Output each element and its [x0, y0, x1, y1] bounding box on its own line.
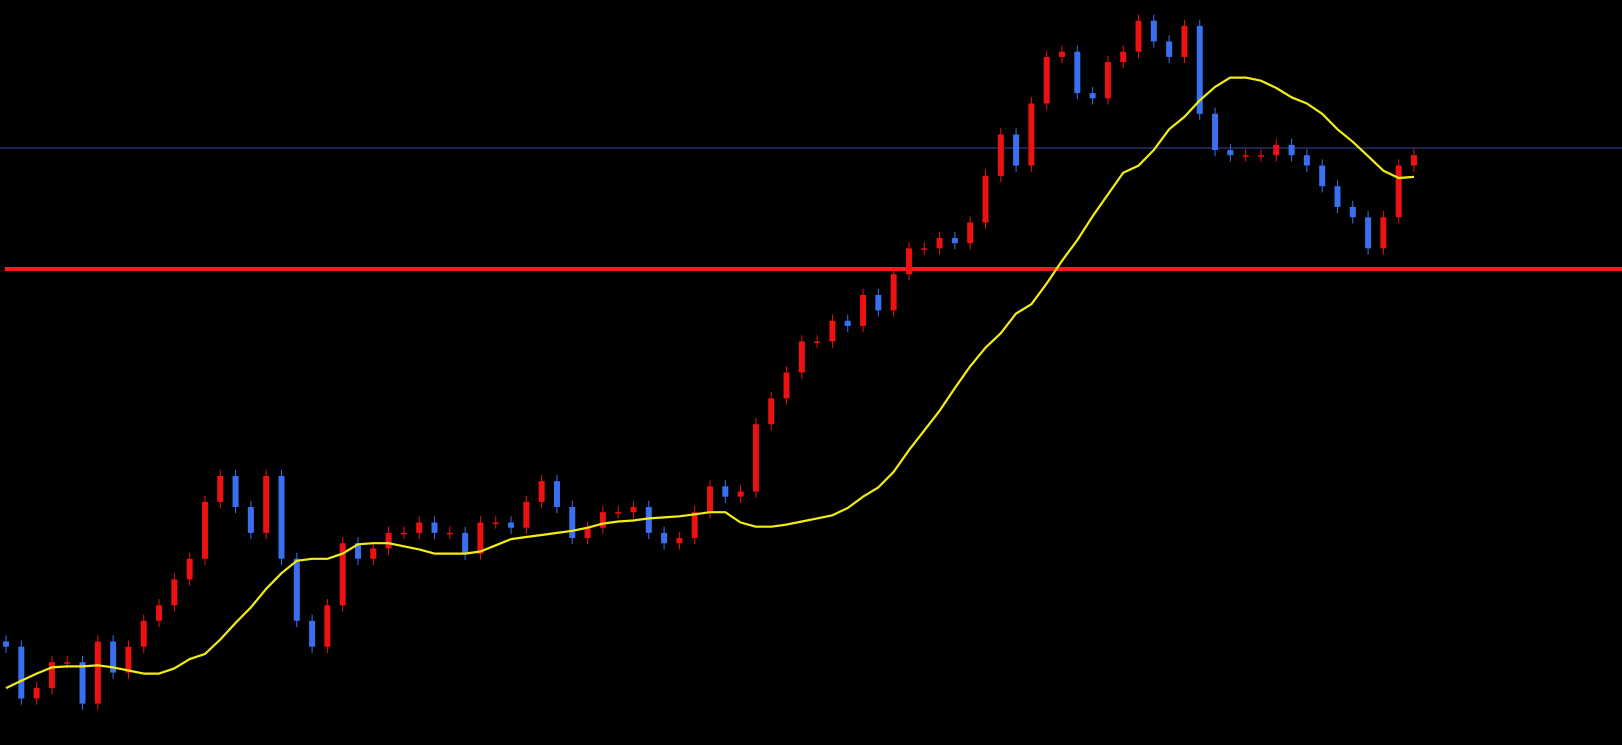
candle-body [752, 424, 759, 492]
candle-body [599, 512, 606, 528]
candle-body [263, 475, 270, 533]
candle-body [1227, 150, 1234, 156]
candle-body [247, 507, 254, 533]
candle-body [1150, 20, 1157, 42]
candle-body [951, 237, 958, 244]
candle-body [630, 507, 637, 513]
candle-body [64, 662, 71, 664]
candle-body [33, 688, 40, 699]
candle-body [431, 522, 438, 533]
candle-body [1319, 165, 1326, 187]
candle-body [615, 512, 622, 514]
candle-body [3, 641, 9, 647]
candle-body [1043, 56, 1050, 104]
candle-body [1288, 144, 1295, 156]
candle-body [293, 558, 300, 621]
candle-body [232, 475, 239, 508]
candle-body [737, 491, 744, 497]
candle-body [645, 507, 652, 533]
candle-body [844, 320, 851, 326]
candle-body [936, 237, 943, 249]
candle-body [48, 662, 55, 689]
candle-body [1334, 186, 1341, 207]
candle-body [1273, 144, 1280, 156]
candle-body [278, 475, 285, 559]
candle-body [569, 507, 576, 539]
candle-body [446, 532, 453, 535]
candle-body [860, 294, 867, 326]
candle-body [1380, 217, 1387, 249]
candle-body [324, 605, 331, 647]
candle-body [1257, 155, 1264, 157]
candle-body [1074, 51, 1081, 94]
candle-body [508, 522, 515, 528]
candle-body [875, 294, 882, 311]
candle-body [1212, 113, 1219, 151]
candle-body [905, 248, 912, 275]
candle-body [1028, 103, 1035, 166]
candle-body [676, 538, 683, 544]
candle-body [1089, 93, 1096, 99]
candle-body [707, 486, 713, 513]
candle-body [1013, 134, 1020, 166]
candle-body [661, 532, 668, 544]
candle-body [140, 620, 147, 647]
candle-body [722, 486, 729, 497]
candle-body [477, 522, 484, 554]
candle-body [1242, 155, 1249, 157]
candle-body [1349, 206, 1356, 218]
candle-body [201, 501, 208, 559]
candle-body [1303, 155, 1310, 166]
candle-body [768, 398, 775, 425]
candle-body [829, 320, 836, 342]
candle-body [1365, 217, 1372, 249]
candle-body [1196, 25, 1203, 114]
candle-body [538, 481, 545, 502]
candle-body [967, 222, 974, 244]
candle-body [186, 558, 193, 580]
candle-body [309, 620, 316, 647]
candle-body [110, 641, 117, 673]
candle-body [1135, 20, 1142, 52]
candle-body [691, 512, 698, 539]
candle-body [1166, 41, 1173, 57]
candle-body [416, 522, 423, 533]
candle-body [553, 481, 560, 508]
candle-body [1395, 165, 1402, 218]
candle-body [921, 248, 928, 250]
candle-body [462, 532, 469, 554]
candle-body [997, 134, 1004, 176]
candle-body [385, 532, 392, 549]
candle-body [814, 341, 821, 343]
candle-body [1181, 25, 1188, 57]
candle-body [1120, 51, 1127, 63]
candle-body [584, 527, 591, 539]
candle-body [492, 522, 499, 525]
candle-body [94, 641, 101, 704]
candle-body [523, 501, 530, 528]
candle-body [217, 475, 224, 502]
candle-body [798, 341, 805, 373]
moving-average [5, 76, 1415, 690]
candle-body [890, 274, 897, 311]
candle-body [1411, 155, 1417, 166]
candle-body [982, 175, 989, 223]
candle-body [79, 662, 86, 704]
candle-body [171, 579, 178, 606]
candle-body [355, 543, 361, 559]
candle-body [1104, 62, 1111, 99]
candle-body [156, 605, 163, 621]
candle-body [1059, 51, 1065, 57]
candle-body [783, 372, 790, 399]
candle-body [400, 532, 407, 535]
candle-body [339, 543, 346, 606]
candle-body [125, 646, 132, 673]
candle-body [18, 646, 25, 699]
candle-body [370, 548, 377, 559]
